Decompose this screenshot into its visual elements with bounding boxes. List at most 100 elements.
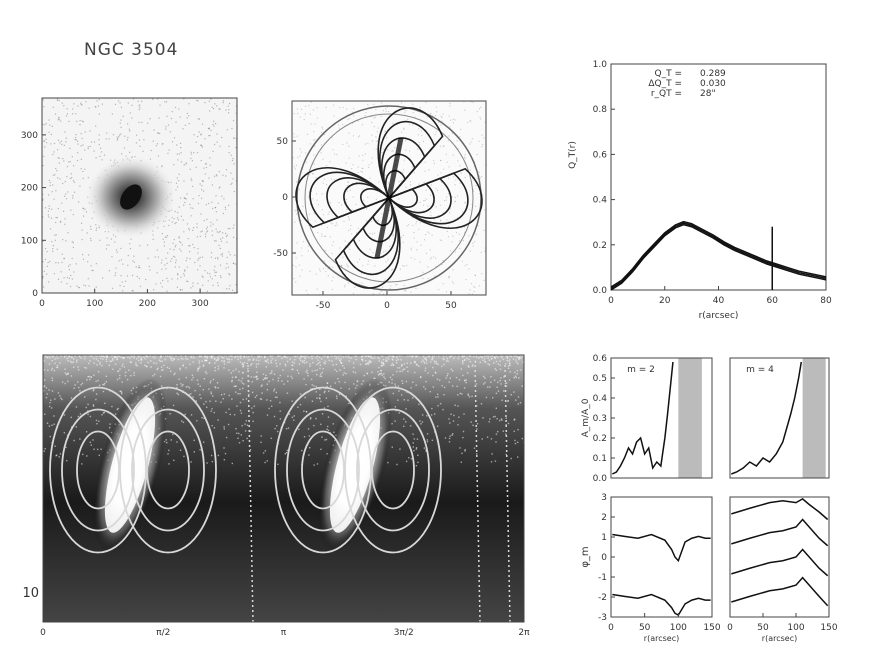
noise-dot (232, 119, 235, 122)
noise-dot (60, 120, 62, 122)
noise-dot (200, 133, 202, 135)
noise-dot (232, 236, 235, 238)
noise-dot (185, 358, 187, 360)
noise-dot (91, 269, 93, 272)
noise-dot (462, 360, 464, 362)
qt-series-line (610, 223, 827, 291)
noise-dot (501, 355, 504, 357)
noise-dot (48, 405, 51, 408)
noise-dot (217, 282, 219, 284)
noise-dot (316, 288, 318, 290)
noise-dot (413, 449, 415, 452)
noise-dot (275, 359, 277, 361)
noise-dot (166, 366, 169, 369)
noise-dot (456, 385, 458, 388)
noise-dot (218, 355, 220, 357)
noise-dot (59, 178, 61, 180)
noise-dot (476, 453, 478, 455)
noise-dot (319, 361, 321, 363)
noise-dot (418, 142, 420, 144)
noise-dot (297, 372, 300, 374)
noise-dot (392, 269, 394, 271)
noise-dot (323, 361, 325, 364)
noise-dot (462, 436, 464, 439)
noise-dot (186, 280, 188, 282)
noise-dot (299, 155, 301, 157)
noise-dot (388, 355, 390, 357)
noise-dot (87, 278, 89, 280)
amp-m2-ytick-label: 0.5 (593, 374, 607, 384)
noise-dot (82, 121, 84, 123)
noise-dot (80, 102, 82, 104)
noise-dot (108, 138, 110, 140)
phase-m2-xtick-label: 150 (703, 623, 720, 633)
noise-dot (50, 369, 53, 371)
noise-dot (234, 376, 237, 378)
noise-dot (156, 368, 158, 371)
noise-dot (93, 374, 95, 376)
noise-dot (84, 168, 86, 170)
noise-dot (272, 378, 274, 381)
noise-dot (429, 258, 432, 260)
noise-dot (79, 119, 81, 122)
noise-dot (214, 362, 216, 364)
noise-dot (357, 166, 359, 168)
noise-dot (105, 380, 107, 383)
noise-dot (497, 381, 499, 384)
noise-dot (217, 368, 219, 370)
noise-dot (209, 157, 211, 159)
noise-dot (273, 390, 275, 392)
noise-dot (464, 265, 466, 267)
polar-contour (274, 386, 372, 554)
noise-dot (239, 355, 241, 358)
noise-dot (474, 205, 477, 208)
contour-line (295, 167, 391, 229)
noise-dot (419, 106, 421, 108)
qt-annotation-label: r_QT = (651, 89, 682, 99)
noise-dot (493, 362, 495, 364)
figure-title: NGC 3504 (84, 40, 179, 60)
noise-dot (76, 120, 78, 122)
noise-dot (329, 202, 331, 204)
polar-contour (286, 408, 360, 532)
noise-dot (118, 260, 120, 262)
noise-dot (431, 234, 433, 236)
noise-dot (152, 238, 154, 240)
noise-dot (177, 358, 180, 361)
noise-dot (204, 233, 207, 235)
noise-dot (417, 355, 419, 357)
phase-m2-ytick-label: 2 (601, 513, 607, 523)
noise-dot (397, 367, 399, 369)
noise-dot (316, 373, 318, 376)
noise-dot (261, 384, 263, 386)
noise-dot (463, 101, 465, 103)
noise-dot (110, 238, 112, 240)
noise-dot (63, 414, 66, 416)
noise-dot (513, 430, 515, 433)
noise-dot (198, 194, 200, 197)
noise-dot (396, 355, 398, 357)
noise-dot (392, 233, 394, 236)
noise-dot (106, 356, 108, 358)
noise-dot (84, 131, 86, 133)
noise-dot (264, 450, 267, 452)
noise-dot (382, 359, 385, 361)
noise-dot (286, 360, 289, 363)
noise-dot (52, 248, 54, 250)
noise-dot (368, 355, 370, 357)
noise-dot (60, 140, 63, 142)
noise-dot (314, 369, 316, 372)
noise-dot (327, 213, 329, 215)
noise-dot (483, 357, 486, 360)
noise-dot (343, 220, 345, 222)
noise-dot (403, 169, 405, 171)
noise-dot (438, 355, 440, 357)
noise-dot (416, 438, 419, 440)
noise-dot (447, 193, 449, 195)
noise-dot (116, 358, 118, 361)
lobe-group (295, 107, 483, 289)
noise-dot (215, 400, 217, 402)
noise-dot (111, 287, 114, 289)
noise-dot (428, 232, 430, 234)
noise-dot (365, 355, 367, 357)
